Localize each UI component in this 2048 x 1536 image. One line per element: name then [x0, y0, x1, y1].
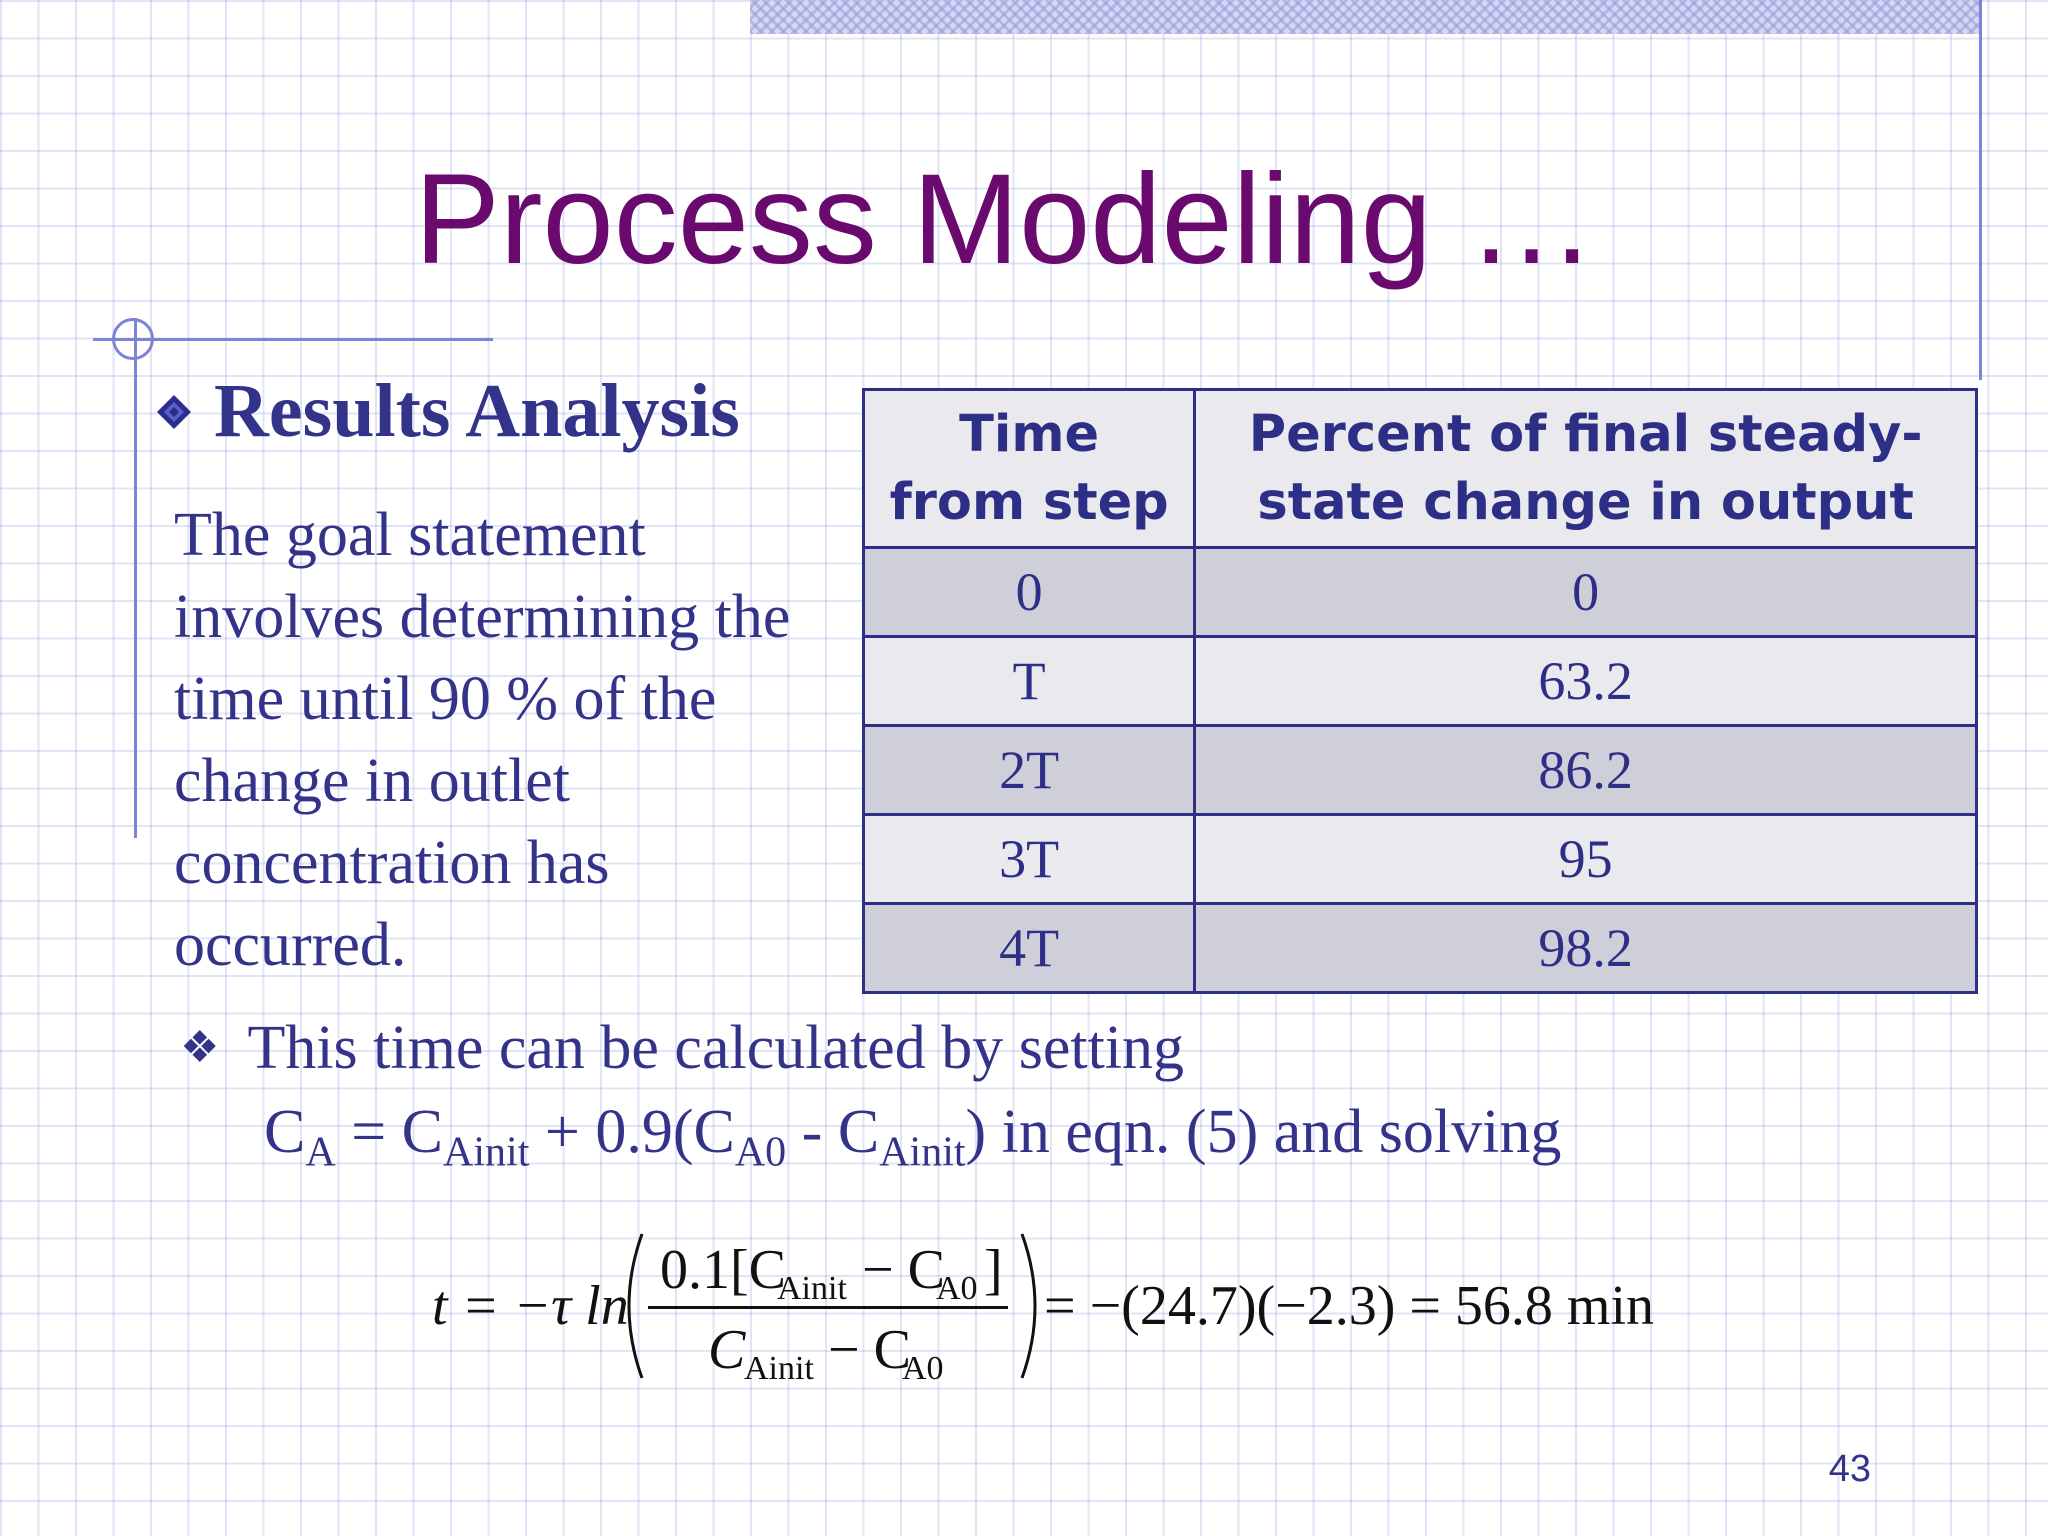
formula-den-sub2: A0	[902, 1350, 944, 1387]
eq-subscript: Ainit	[879, 1129, 966, 1176]
results-heading-row: Results Analysis	[156, 368, 740, 455]
results-table: Time from step Percent of final steady- …	[861, 388, 1978, 994]
formula-num-c: ]	[984, 1239, 1003, 1301]
header-percent-line2: state change in output	[1257, 472, 1914, 532]
slide-title: Process Modeling …	[414, 148, 1596, 291]
formula-num-a: 0.1[C	[660, 1239, 786, 1301]
table-row: T 63.2	[861, 635, 1978, 727]
formula-num-b: − C	[862, 1239, 945, 1301]
diamond-icon	[157, 394, 191, 429]
eq-part: = C	[335, 1098, 444, 1166]
eq-part: - C	[786, 1098, 880, 1166]
crosshair-icon	[112, 318, 154, 360]
table-row: 0 0	[861, 546, 1978, 638]
cell-percent: 63.2	[1193, 635, 1978, 727]
formula-den-b: − C	[828, 1319, 911, 1381]
formula-den-sub1: Ainit	[744, 1350, 814, 1387]
header-time: Time from step	[861, 388, 1197, 549]
header-time-line1: Time	[959, 404, 1100, 464]
formula-rhs: = −(24.7)(−2.3) = 56.8 min	[1044, 1275, 1655, 1337]
formula-den-a: C	[708, 1319, 746, 1381]
eq-part: ) in eqn. (5) and solving	[965, 1098, 1562, 1166]
goal-paragraph: The goal statement involves determining …	[174, 501, 791, 979]
setting-equation: CA = CAinit + 0.9(CA0 - CAinit) in eqn. …	[264, 1090, 1561, 1174]
cell-time: 2T	[861, 724, 1197, 816]
cell-percent: 0	[1193, 546, 1978, 638]
table-row: 2T 86.2	[861, 724, 1978, 816]
top-pattern-bar	[750, 0, 1982, 34]
calc-bullet-text: This time can be calculated by setting	[247, 1014, 1185, 1082]
page-number: 43	[1828, 1448, 1871, 1490]
cell-percent: 86.2	[1193, 724, 1978, 816]
cell-percent: 95	[1193, 813, 1978, 905]
formula-num-sub2: A0	[936, 1270, 978, 1307]
table-header-row: Time from step Percent of final steady- …	[861, 388, 1978, 549]
calc-bullet: ❖ This time can be calculated by setting	[180, 1006, 1184, 1090]
fraction-bar	[648, 1306, 1008, 1309]
table-row: 4T 98.2	[861, 902, 1978, 994]
four-diamond-star-icon: ❖	[180, 1023, 220, 1072]
right-paren-icon	[1020, 1233, 1037, 1379]
left-paren-icon	[627, 1233, 644, 1379]
header-percent: Percent of final steady- state change in…	[1193, 388, 1978, 549]
results-heading: Results Analysis	[214, 369, 740, 453]
header-time-line2: from step	[889, 472, 1169, 532]
cell-time: 3T	[861, 813, 1197, 905]
header-percent-line1: Percent of final steady-	[1248, 404, 1923, 464]
eq-part: + 0.9(C	[529, 1098, 735, 1166]
eq-subscript: A	[305, 1129, 336, 1176]
cell-time: 0	[861, 546, 1197, 638]
time-formula: t = −τ ln 0.1[C Ainit − C A0 ] C Ainit −…	[432, 1228, 1712, 1388]
eq-subscript: A0	[734, 1129, 787, 1176]
cell-time: 4T	[861, 902, 1197, 994]
formula-num-sub1: Ainit	[777, 1270, 847, 1307]
cell-time: T	[861, 635, 1197, 727]
table-row: 3T 95	[861, 813, 1978, 905]
decor-vertical-line-right	[1979, 0, 1982, 380]
decor-vertical-line-left	[134, 318, 137, 838]
eq-subscript: Ainit	[443, 1129, 530, 1176]
cell-percent: 98.2	[1193, 902, 1978, 994]
eq-part: C	[264, 1098, 306, 1166]
formula-lhs: t = −τ ln	[432, 1275, 629, 1337]
decor-horizontal-line	[93, 338, 493, 341]
